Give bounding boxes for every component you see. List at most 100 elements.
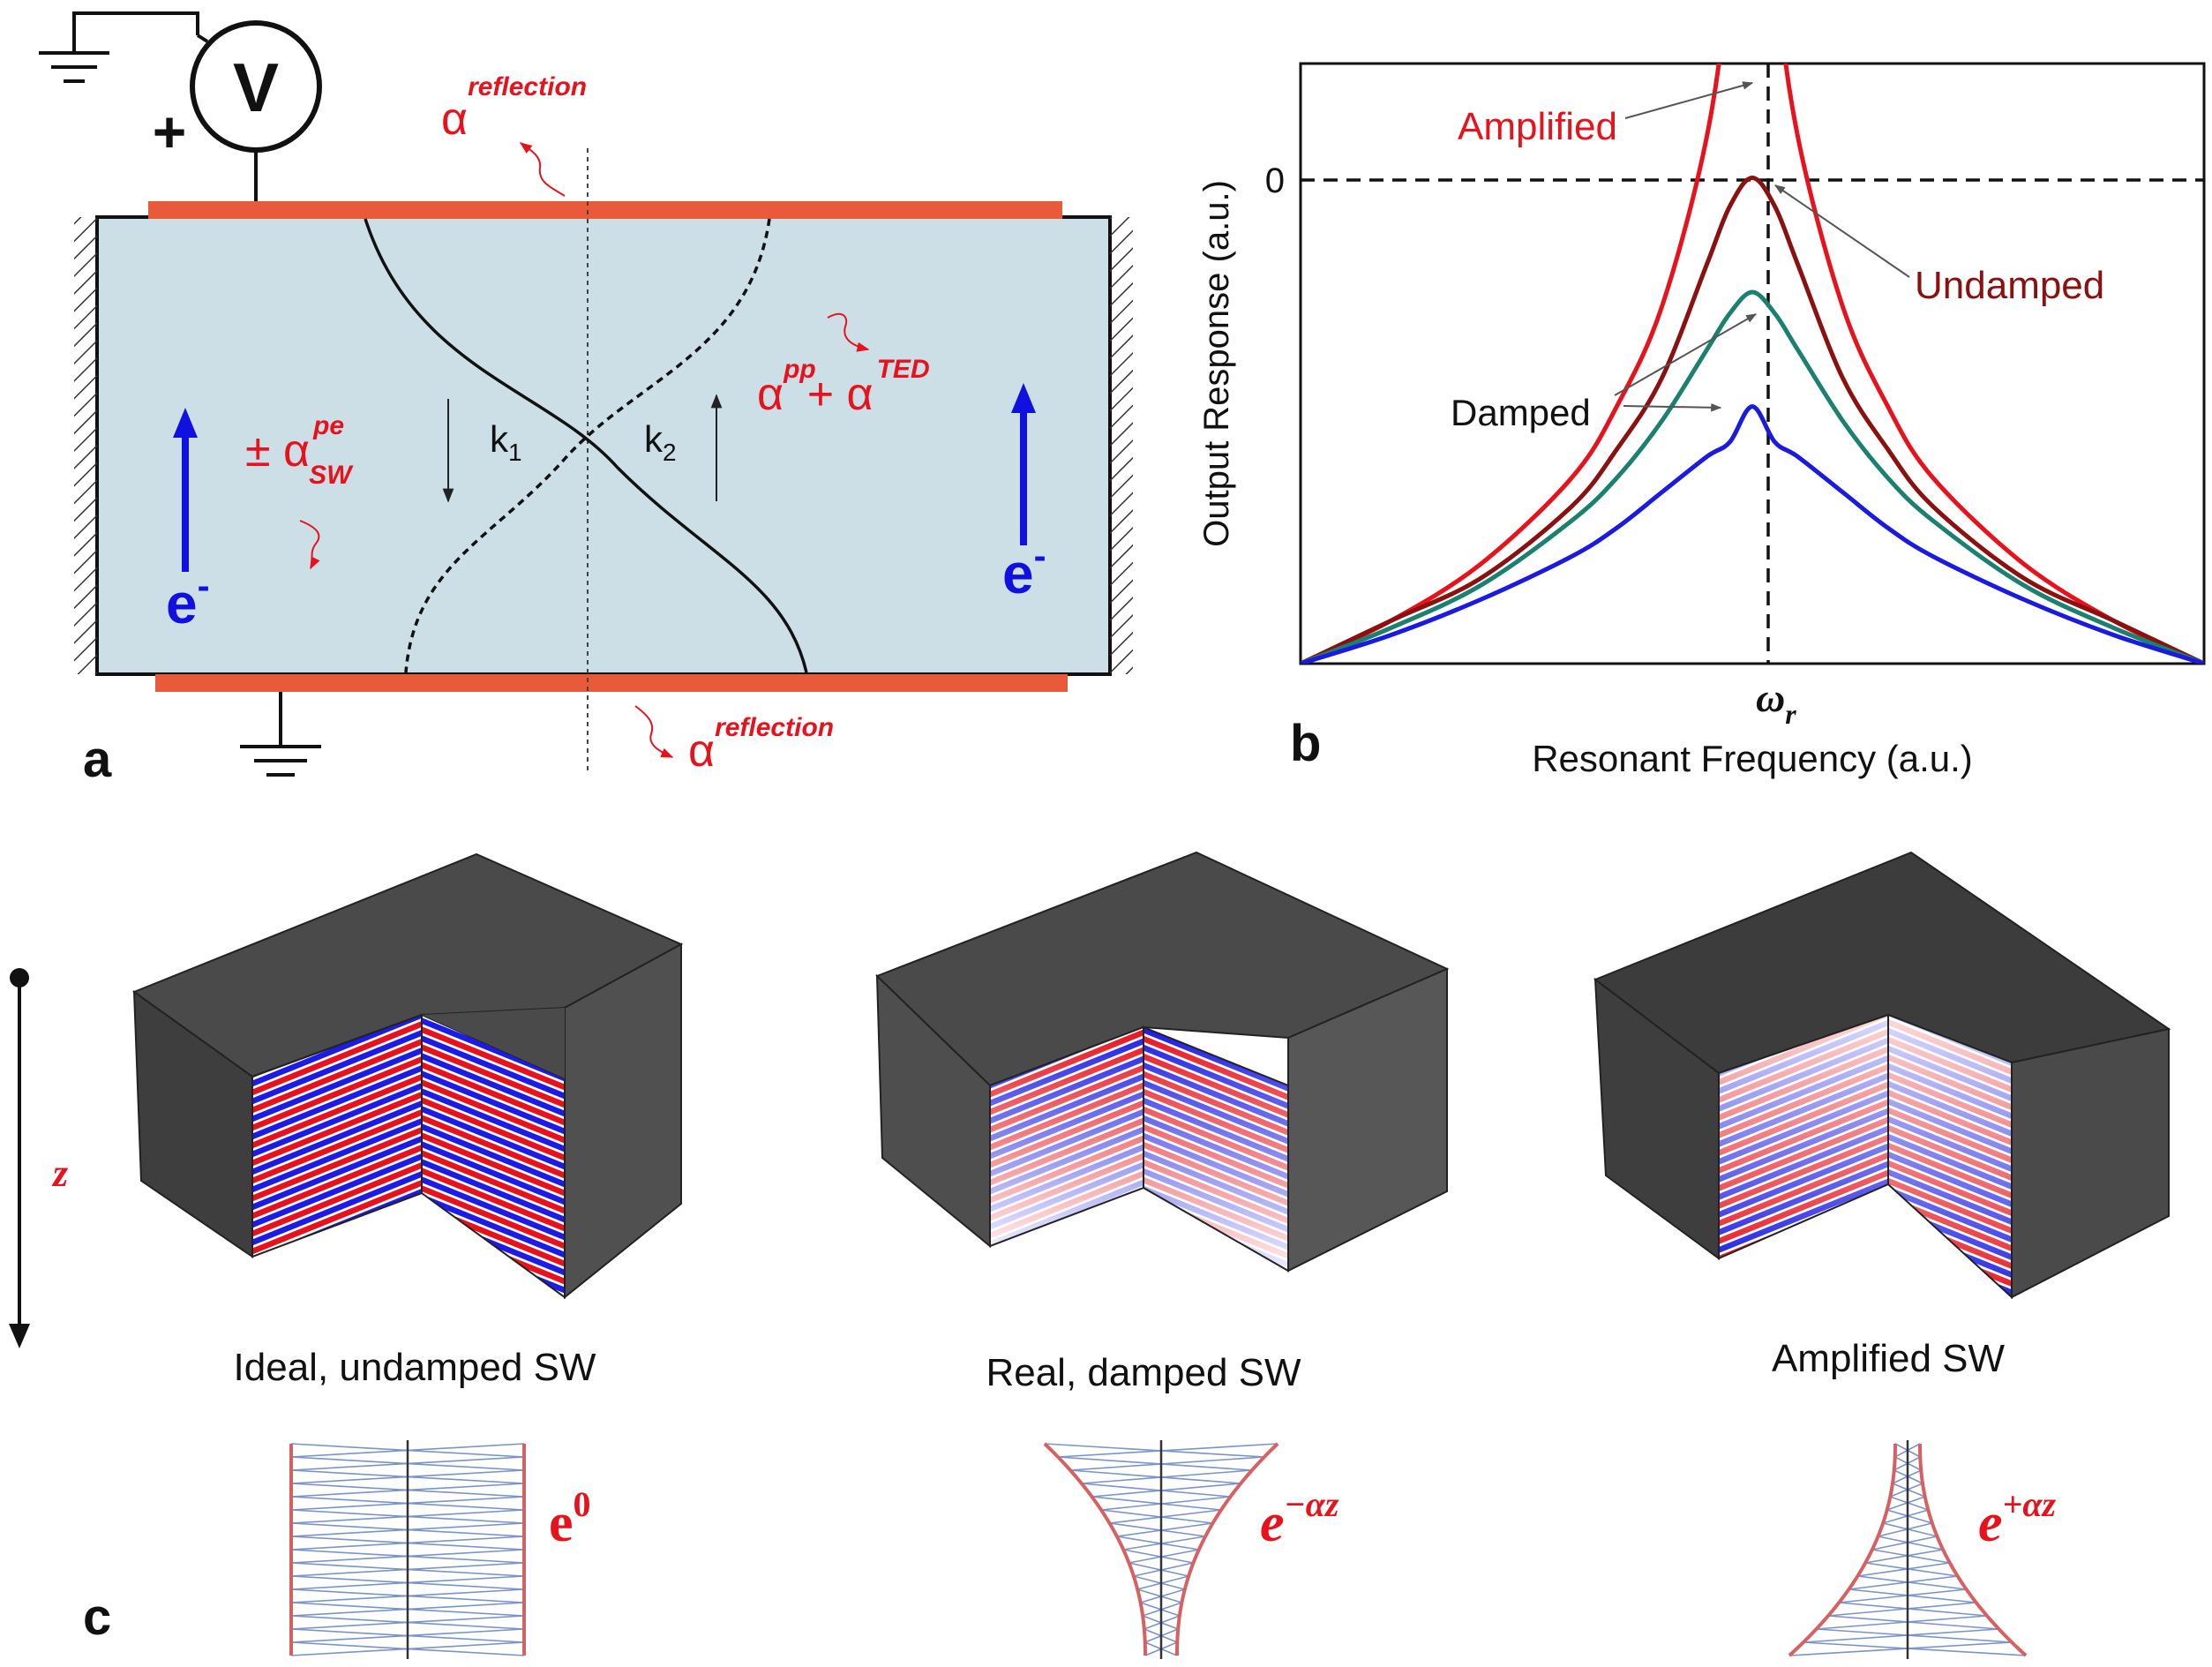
envelope-zigzag-line [1142,1602,1182,1617]
envelope-boundary [1175,1442,1279,1656]
envelope-zigzag-line [1878,1536,1944,1551]
voltage-source-label: V [233,49,279,126]
envelope-ideal [289,1440,526,1659]
caption-ideal: Ideal, undamped SW [234,1346,596,1389]
envelope-zigzag-line [1803,1628,1999,1643]
formula-damped: e−αz [1260,1484,1339,1553]
plot-frame [1299,62,2206,665]
k1-label: k1 [490,418,522,466]
envelope-zigzag-line [1827,1615,1999,1630]
electron-label-right: e- [1002,535,1046,605]
envelope-zigzag-line [1865,1562,1958,1577]
envelope-zigzag-line [1892,1483,1925,1498]
right-wall-hatch [1110,217,1133,674]
envelope-zigzag-line [1816,1615,1988,1630]
z-axis-label: z [51,1152,68,1195]
envelope-zigzag-line [1848,1588,1976,1603]
envelope-zigzag-line [1886,1509,1933,1524]
envelope-zigzag-line [1116,1536,1199,1551]
envelope-zigzag-line [1882,1509,1929,1524]
envelope-zigzag-line [1816,1628,2013,1643]
envelope-boundary [1788,1443,1897,1657]
cube-damped-cut-right-fade [1143,1025,1289,1273]
cube-damped [875,851,1450,1273]
envelope-zigzag-line [1100,1509,1213,1524]
envelope-zigzag-line [1109,1509,1222,1524]
envelope-zigzag-line [1878,1522,1933,1537]
envelope-zigzag-line [1886,1496,1925,1511]
electron-label-left: e- [166,565,210,635]
envelope-zigzag-line [1081,1469,1253,1484]
undamped-label: Undamped [1915,264,2104,307]
x-axis-label: Resonant Frequency (a.u.) [1532,738,1973,779]
amplified-leader [1624,81,1754,119]
envelope-zigzag-line [1128,1549,1199,1564]
panel-a: V + k1 k2 e- e- α [39,11,1133,788]
electron-arrowhead-right [1011,383,1036,413]
damped-leader-2 [1623,403,1722,412]
envelope-zigzag-line [1081,1483,1231,1498]
cube-amplified-cut-right-fade [1887,1013,2013,1300]
alpha-reflection-top: αreflection [441,72,587,145]
cube-ideal [131,852,684,1300]
envelope-zigzag-line [1788,1641,2013,1656]
y-axis-label: Output Response (a.u.) [1197,180,1236,547]
envelope-zigzag-line [1058,1456,1253,1471]
envelope-zigzag-line [1871,1549,1950,1564]
caption-amplified: Amplified SW [1772,1337,2006,1380]
envelope-zigzag-line [1865,1549,1944,1564]
bottom-electrode [155,674,1068,692]
curve-damped-mild [1301,289,2204,664]
damped-label: Damped [1451,392,1591,433]
omega-r-tick-label: ωr [1756,675,1796,730]
wave-dashed [404,218,771,673]
panel-a-label: a [83,731,112,788]
envelope-zigzag-line [1044,1443,1264,1458]
alpha-pp-ted-label: αpp+ α TED [757,355,930,420]
envelope-zigzag-line [1069,1469,1241,1484]
envelope-zigzag-line [1123,1549,1194,1564]
envelope-zigzag-line [1091,1496,1222,1511]
envelope-zigzag-line [1848,1575,1958,1590]
envelope-zigzag-line [1109,1522,1206,1537]
k2-label: k2 [644,418,677,466]
envelope-zigzag-line [1871,1536,1938,1551]
cube-ideal-cut-back [422,1008,565,1078]
envelope-zigzag-line [1857,1562,1950,1577]
damped-leader-1 [1614,313,1758,396]
z-axis-arrowhead [9,1324,30,1348]
envelope-zigzag-line [1133,1575,1186,1590]
envelope-amplified [1788,1440,2028,1659]
envelope-zigzag-line [1839,1588,1967,1603]
envelope-zigzag-line [1839,1602,1988,1617]
envelope-zigzag-line [1803,1641,2027,1656]
panel-b-label: b [1290,715,1321,772]
envelope-boundary [1043,1442,1147,1656]
ground-symbol-bottom [240,745,321,777]
cube-amplified-right-face [2011,1027,2170,1299]
panel-c-label: c [83,1588,111,1646]
envelope-zigzag-line [1890,1496,1929,1511]
cube-amplified [1593,851,2171,1300]
envelope-zigzag-line [1136,1588,1182,1603]
curve-undamped [1301,176,2204,664]
alpha-reflection-bottom-squiggle [634,705,674,758]
alpha-reflection-top-squiggle [519,142,566,197]
ground-symbol-top [39,51,109,83]
envelope-zigzag-line [1128,1562,1189,1577]
curve-damped-strong [1301,404,2204,664]
envelope-zigzag-line [1069,1456,1264,1471]
envelope-zigzag-line [1140,1588,1186,1603]
envelope-zigzag-line [1133,1562,1194,1577]
wave-solid [364,218,808,673]
envelope-zigzag-line [1116,1522,1213,1537]
panel-c: z [9,851,2171,1659]
electron-arrowhead-left [173,408,198,438]
zero-tick-label: 0 [1265,161,1285,200]
undamped-leader [1774,184,1910,278]
envelope-zigzag-line [1100,1496,1231,1511]
caption-damped: Real, damped SW [986,1351,1301,1394]
envelope-zigzag-line [1827,1602,1976,1617]
top-electrode [148,201,1062,219]
